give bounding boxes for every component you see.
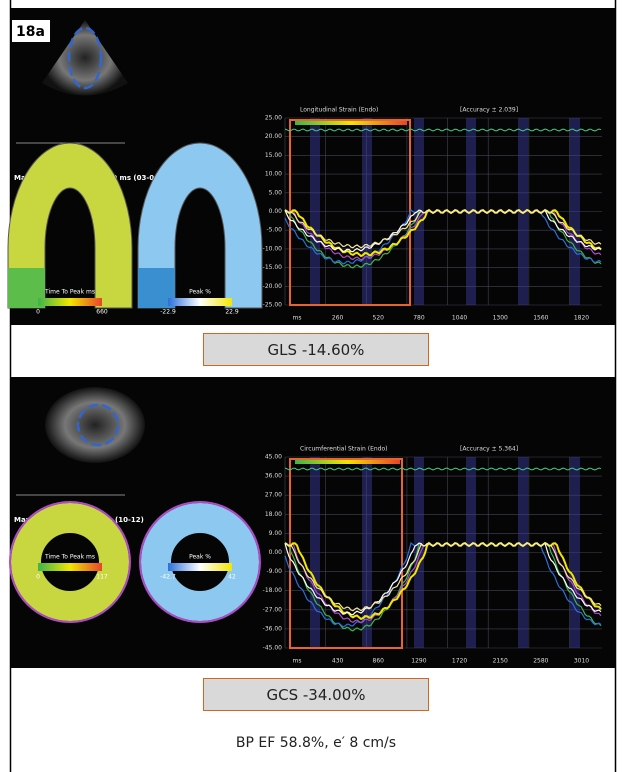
ultrasound-image — [45, 387, 145, 463]
colorbar — [38, 298, 102, 306]
y-tick-label: 36.00 — [265, 473, 282, 480]
x-tick-label: 520 — [373, 315, 385, 322]
y-tick-label: -25.00 — [263, 302, 283, 309]
strain-arch-segment — [138, 268, 175, 308]
y-tick-label: 15.00 — [265, 152, 282, 159]
strain-arch — [137, 142, 263, 309]
event-band — [310, 118, 320, 305]
ecg-trace — [284, 467, 602, 471]
strain-ring-edge — [139, 501, 261, 623]
myocardium-trace — [76, 403, 120, 447]
x-tick-label: 1560 — [533, 315, 548, 322]
colorbar-label: 660 — [96, 309, 108, 316]
y-tick-label: -27.00 — [263, 606, 283, 613]
figure-label: 18a — [16, 24, 45, 40]
event-band — [570, 118, 580, 305]
myocardium-trace — [67, 26, 103, 90]
x-tick-label: 860 — [373, 658, 385, 665]
strain-ring-edge — [9, 501, 131, 623]
y-tick-label: -18.00 — [263, 587, 283, 594]
strain-arch — [7, 142, 133, 309]
event-band — [570, 457, 580, 648]
colorbar-title: Peak % — [189, 554, 211, 561]
x-tick-label: 3010 — [574, 658, 589, 665]
colorbar-label: 22.9 — [225, 309, 239, 316]
ultrasound-image — [42, 20, 128, 96]
colorbar-label: 0 — [36, 574, 40, 581]
plot-title: Circumferential Strain (Endo) — [300, 446, 387, 453]
colorbar-label: 117 — [96, 574, 108, 581]
selection-bar — [295, 121, 407, 125]
strain-ring — [141, 503, 259, 621]
y-tick-label: 25.00 — [265, 115, 282, 122]
selection-bar — [295, 460, 400, 464]
strain-curve — [284, 209, 602, 249]
colorbar — [168, 298, 232, 306]
y-tick-label: -36.00 — [263, 625, 283, 632]
y-tick-label: 20.00 — [265, 133, 282, 140]
strain-curve — [284, 542, 602, 612]
x-tick-label: 1720 — [452, 658, 467, 665]
x-tick-label: 1290 — [411, 658, 426, 665]
y-tick-label: -45.00 — [263, 645, 283, 652]
x-tick-label: 2150 — [493, 658, 508, 665]
colorbar-label: 0 — [36, 309, 40, 316]
y-tick-label: 9.00 — [269, 530, 283, 537]
y-tick-label: 0.00 — [269, 208, 283, 215]
colorbar-title: Time To Peak ms — [44, 554, 95, 561]
x-tick-label: 260 — [332, 315, 344, 322]
colorbar-title: Time To Peak ms — [44, 289, 95, 296]
footer-text: BP EF 58.8%, e′ 8 cm/s — [235, 735, 397, 751]
x-tick-label: ms — [293, 315, 302, 322]
colorbar-label: 42 — [228, 574, 236, 581]
y-tick-label: -9.00 — [266, 568, 282, 575]
plot-accuracy: [Accuracy ± 2.039] — [460, 107, 518, 114]
event-band — [362, 457, 372, 648]
x-tick-label: 1820 — [574, 315, 589, 322]
colorbar-title: Peak % — [189, 289, 211, 296]
event-band — [518, 118, 528, 305]
y-tick-label: -15.00 — [263, 264, 283, 271]
ecg-trace — [284, 128, 602, 132]
x-tick-label: 1040 — [452, 315, 467, 322]
strain-arch-segment — [8, 268, 45, 308]
colorbar-label: -42.7 — [160, 574, 176, 581]
event-band — [414, 457, 424, 648]
plot-title: Longitudinal Strain (Endo) — [300, 107, 378, 114]
y-tick-label: 5.00 — [269, 189, 283, 196]
colorbar-label: -22.9 — [160, 309, 176, 316]
figure-label-box — [12, 20, 50, 42]
y-tick-label: 27.00 — [265, 492, 282, 499]
x-tick-label: ms — [293, 658, 302, 665]
event-band — [518, 457, 528, 648]
caption-box: GCS -34.00% — [203, 678, 429, 711]
y-tick-label: 45.00 — [265, 454, 282, 461]
colorbar — [38, 563, 102, 571]
x-tick-label: 780 — [413, 315, 425, 322]
y-tick-label: 10.00 — [265, 171, 282, 178]
y-tick-label: -10.00 — [263, 245, 283, 252]
colorbar — [168, 563, 232, 571]
y-tick-label: -20.00 — [263, 283, 283, 290]
event-band — [310, 457, 320, 648]
plot-accuracy: [Accuracy ± 5.364] — [460, 446, 518, 453]
x-tick-label: 2580 — [533, 658, 548, 665]
event-band — [466, 457, 476, 648]
x-tick-label: 430 — [332, 658, 344, 665]
y-tick-label: 18.00 — [265, 511, 282, 518]
x-tick-label: 1300 — [493, 315, 508, 322]
y-tick-label: -5.00 — [266, 227, 282, 234]
y-tick-label: 0.00 — [269, 549, 283, 556]
strain-ring — [11, 503, 129, 621]
caption-box: GLS -14.60% — [203, 333, 429, 366]
selection-box — [289, 458, 403, 649]
event-band — [362, 118, 372, 305]
